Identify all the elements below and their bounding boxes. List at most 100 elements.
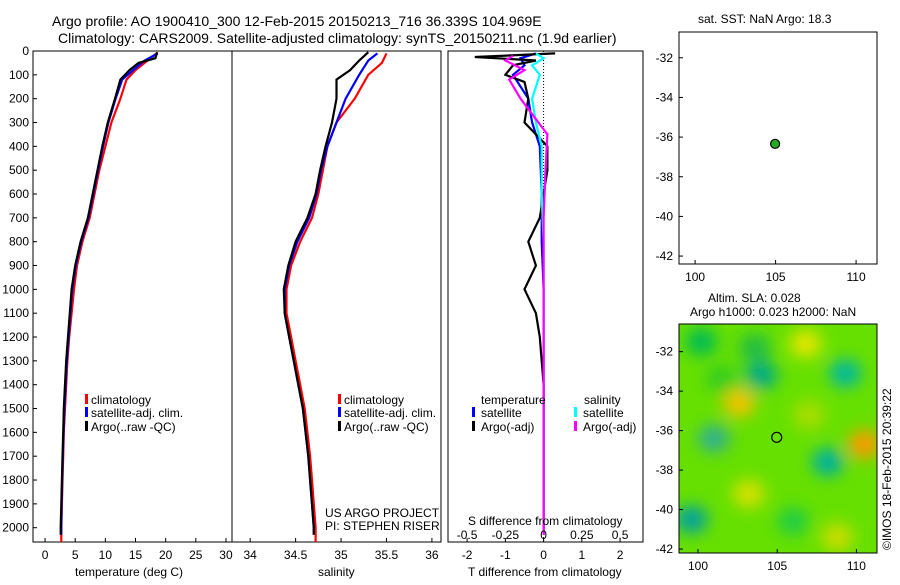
sla-anomaly-blob [745,361,778,390]
argo-location-marker [771,431,783,443]
series-line-argo-raw-qc- [59,51,159,535]
y-tick-label: 400 [9,139,29,153]
legend-title-temperature: temperature [481,393,546,407]
legend-label-satellite: satellite-adj. clim. [91,406,183,420]
imos-timestamp: ©IMOS 18-Feb-2015 20:39:22 [880,388,894,550]
x-tick-label: 105 [767,559,787,573]
figure-title-line2: Climatology: CARS2009. Satellite-adjuste… [58,30,616,46]
y-tick-label: -40 [656,503,674,517]
sst-map-title: sat. SST: NaN Argo: 18.3 [698,12,832,26]
legend-swatch-t-satellite [472,407,475,417]
legend-label-t-argo: Argo(-adj) [481,420,534,434]
sla-anomaly-blob [679,505,708,534]
legend-swatch-climatology [338,394,341,404]
x-tick-label: 110 [847,270,866,284]
y-tick-label: 200 [9,92,29,106]
y-tick-label: 1600 [2,425,29,439]
legend-swatch-satellite [338,407,341,417]
sla-anomaly-blob [792,400,825,429]
temperature-plot: 0 5 10 15 20 25 300100200300400500600700800900… [2,44,233,562]
x-tick-label: 5 [72,548,79,562]
difference-legend: temperature salinity satellite Argo(-adj… [472,393,636,434]
y-tick-label: -42 [656,249,674,263]
x-tick-label: -1 [500,548,511,562]
difference-plot: -2 -1 0 1 2 [462,51,624,562]
legend-label-argo: Argo(..raw -QC) [91,420,176,434]
series-line-climatology [285,52,388,542]
sla-heatmap [679,324,877,553]
x-tick-label: 35 [334,548,348,562]
y-tick-label: 1400 [2,378,29,392]
sla-map-plot: 100 105 110 -32 -34 -36 -38 -40 -42 [656,345,867,573]
y-tick-label: -36 [656,130,674,144]
sla-map-panel [678,323,878,554]
sla-anomaly-blob [777,507,810,536]
sla-anomaly-blob [697,424,730,453]
sla-anomaly-blob [821,523,854,552]
y-tick-label: 800 [9,235,29,249]
sst-map-plot: 100 105 110 -32 -34 -36 -38 -40 -42 [656,51,866,284]
legend-label-s-argo: Argo(-adj) [583,420,636,434]
sla-anomaly-blob [732,479,765,508]
y-tick-label: 500 [9,163,29,177]
s-diff-tick-label: -0.5 [457,528,478,542]
legend-label-argo: Argo(..raw -QC) [344,420,429,434]
x-tick-label: 0 [540,548,547,562]
legend-swatch-t-argo [472,421,475,431]
temperature-axis-label: temperature (deg C) [75,565,183,579]
y-tick-label: 700 [9,211,29,225]
y-tick-label: 900 [9,259,29,273]
y-tick-label: 0 [22,44,29,58]
series-line-s-argo-adj- [503,54,549,535]
y-tick-label: 1300 [2,354,29,368]
sla-anomaly-blob [829,359,862,388]
y-tick-label: 1700 [2,449,29,463]
y-tick-label: 1500 [2,402,29,416]
y-tick-label: -40 [656,209,674,223]
s-diff-axis-label: S difference from climatology [468,514,623,528]
sla-anomaly-blob [739,333,772,362]
salinity-panel [231,50,442,543]
x-tick-label: 36 [425,548,439,562]
y-tick-label: -32 [656,345,674,359]
s-diff-tick-label: 0.25 [570,528,594,542]
legend-swatch-climatology [85,394,88,404]
x-tick-label: 35.5 [375,548,399,562]
x-tick-label: 25 [189,548,203,562]
credits-line1: US ARGO PROJECT [325,506,440,520]
series-line-argo-raw-qc- [282,51,370,535]
legend-swatch-satellite [85,407,88,417]
s-diff-tick-label: 0.5 [612,528,629,542]
y-tick-label: 1200 [2,330,29,344]
sst-map-panel [678,31,878,265]
difference-panel [447,50,644,543]
t-diff-axis-label: T difference from climatology [468,565,622,579]
legend-swatch-argo [85,421,88,431]
x-tick-label: 34 [243,548,257,562]
x-tick-label: 34.5 [284,548,308,562]
x-tick-label: -2 [462,548,473,562]
series-line-climatology [60,52,158,542]
x-tick-label: 15 [129,548,143,562]
sla-title-1: Altim. SLA: 0.028 [708,291,801,305]
y-tick-label: 1800 [2,473,29,487]
y-tick-label: 2000 [2,521,29,535]
credits-line2: PI: STEPHEN RISER [325,519,440,533]
x-tick-label: 10 [99,548,113,562]
legend-title-salinity: salinity [584,393,621,407]
x-tick-label: 105 [766,270,786,284]
salinity-plot: 34 34.5 35 35.5 36 [243,51,439,562]
x-tick-label: 2 [617,548,624,562]
x-tick-label: 20 [159,548,173,562]
s-diff-tick-labels: -0.5 -0.25 0 0.25 0.5 [457,528,629,542]
y-tick-label: 1100 [3,306,29,320]
y-tick-label: -38 [656,170,674,184]
sla-anomaly-blob [723,388,756,417]
y-tick-label: -38 [656,463,674,477]
figure-title-line1: Argo profile: AO 1900410_300 12-Feb-2015… [52,13,542,29]
legend-swatch-s-argo [574,421,577,431]
sla-title-2: Argo h1000: 0.023 h2000: NaN [690,305,856,319]
y-tick-label: 1900 [2,497,29,511]
legend-label-s-satellite: satellite [583,406,624,420]
